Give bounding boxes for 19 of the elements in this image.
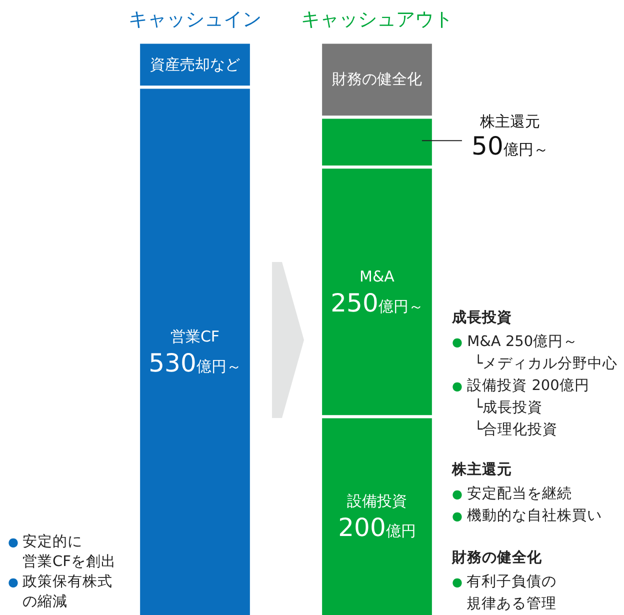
bullet-icon: ●	[452, 571, 462, 593]
bullet-icon: ●	[8, 572, 18, 592]
bullet-icon: ●	[452, 331, 462, 353]
data-label: 設備投資 200億円	[338, 492, 416, 542]
data-label: 営業CF 530億円～	[148, 327, 242, 378]
annotation: 株主還元 ● 安定配当を継続 ● 機動的な自社株買い	[452, 460, 602, 526]
data-label: M&A 250億円～	[330, 267, 424, 318]
annotation: 成長投資 ● M&A 250億円～ └メディカル分野中心 ● 設備投資 200億円 └成長投資 └合理化投資	[452, 308, 618, 440]
bullet-icon: ●	[8, 532, 18, 552]
annotation: 財務の健全化 ● 有利子負債の規律ある管理	[452, 548, 558, 614]
data-label: 資産売却など	[150, 55, 240, 74]
x-tick-label: キャッシュイン	[128, 8, 262, 30]
data-label: 財務の健全化	[332, 70, 422, 88]
bullet-icon: ●	[452, 375, 462, 397]
bullet-icon: ●	[452, 505, 462, 527]
text: 安定的に営業CFを創出 政策保有株式の縮減	[22, 534, 116, 610]
bullet-icon: ●	[452, 483, 462, 505]
data-label: 株主還元 50億円～	[472, 112, 548, 161]
x-tick-label: キャッシュアウト	[301, 8, 453, 30]
